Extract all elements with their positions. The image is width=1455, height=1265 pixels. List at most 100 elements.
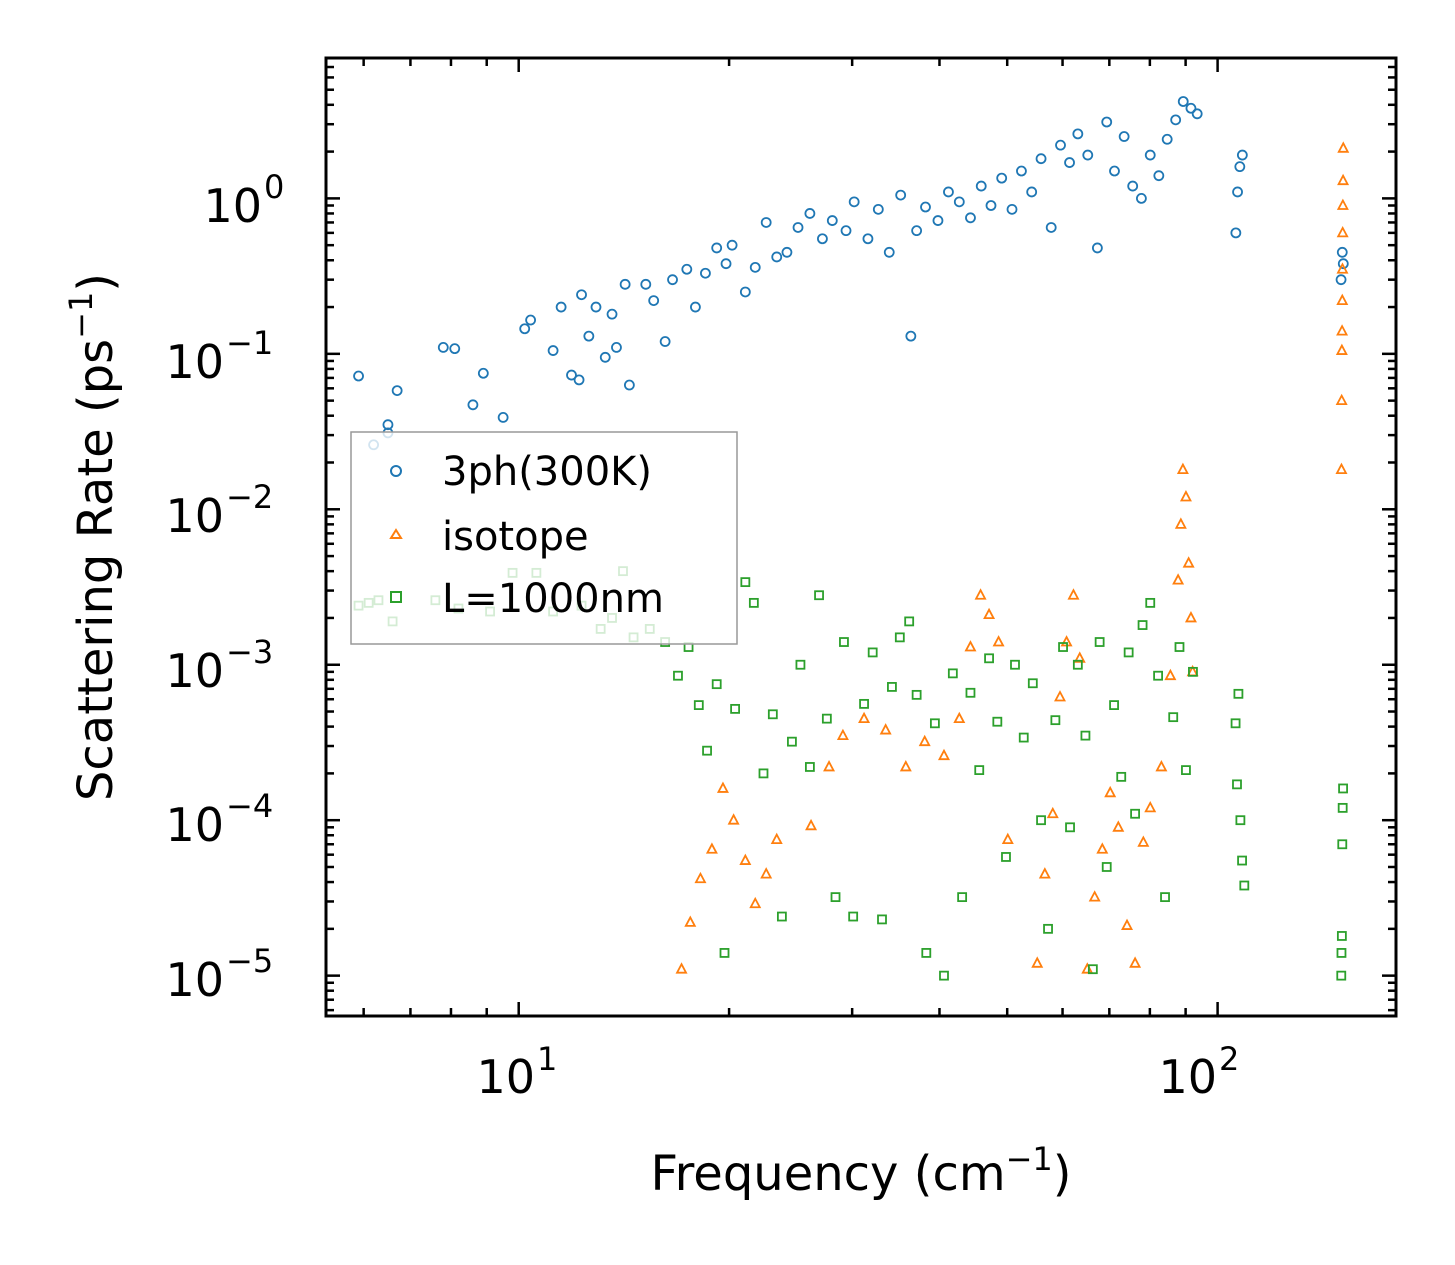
data-point-square — [1188, 666, 1198, 677]
data-point-circle — [895, 189, 907, 201]
data-point-square — [1233, 688, 1244, 699]
data-point-circle — [826, 215, 838, 226]
data-point-square — [859, 698, 869, 709]
data-point-square — [1336, 931, 1347, 941]
data-point-square — [1336, 948, 1347, 958]
data-point-circle — [920, 201, 931, 213]
data-point-circle — [648, 295, 660, 307]
data-point-square — [904, 616, 915, 627]
data-point-circle — [726, 239, 738, 251]
data-point-circle — [1118, 131, 1130, 142]
data-point-square — [1094, 637, 1105, 647]
data-point-circle — [840, 225, 852, 237]
data-point-triangle — [1174, 517, 1187, 529]
data-point-triangle — [1121, 918, 1134, 930]
data-point-triangle — [1336, 293, 1349, 306]
data-point-circle — [611, 342, 622, 353]
data-point-triangle — [992, 635, 1005, 647]
data-point-square — [748, 597, 759, 608]
data-point-square — [1239, 880, 1250, 891]
data-point-circle — [573, 374, 585, 386]
data-point-square — [1337, 839, 1348, 850]
data-point-circle — [817, 233, 828, 245]
data-point-square — [1338, 783, 1348, 794]
data-point-triangle — [1179, 490, 1192, 502]
data-point-circle — [1055, 139, 1066, 151]
data-point-square — [839, 637, 849, 647]
data-point-triangle — [964, 640, 977, 652]
data-point-triangle — [1088, 890, 1101, 902]
data-point-square — [1027, 678, 1038, 689]
data-point-circle — [771, 251, 783, 263]
data-point-square — [992, 716, 1003, 727]
data-point-square — [702, 745, 712, 756]
legend-box — [350, 431, 738, 645]
data-point-triangle — [675, 962, 688, 974]
data-point-circle — [985, 200, 997, 211]
data-point-circle — [640, 278, 652, 290]
data-point-triangle — [1184, 611, 1197, 623]
data-point-circle — [1161, 133, 1173, 145]
data-point-square — [673, 670, 683, 681]
data-point-circle — [943, 186, 954, 198]
data-point-triangle — [1182, 556, 1195, 568]
data-point-triangle — [918, 734, 931, 747]
data-point-circle — [975, 180, 987, 192]
data-point-circle — [1236, 149, 1248, 161]
data-point-square — [1010, 659, 1020, 670]
tick-layer — [326, 56, 1396, 1016]
data-point-circle — [711, 242, 723, 254]
data-point-circle — [1337, 258, 1349, 270]
data-point-circle — [391, 385, 403, 397]
data-point-circle — [700, 267, 711, 279]
data-point-triangle — [1176, 462, 1189, 475]
data-point-circle — [555, 301, 567, 313]
data-point-triangle — [716, 781, 729, 793]
data-point-triangle — [805, 818, 818, 831]
data-point-square — [974, 765, 985, 775]
data-point-circle — [599, 351, 611, 363]
data-point-square — [1018, 732, 1029, 743]
y-tick-label-1e-5-exp: −5 — [226, 942, 273, 980]
data-point-circle — [1045, 222, 1057, 233]
data-point-circle — [1185, 102, 1197, 114]
data-point-circle — [872, 203, 884, 215]
x-tick-label-10-exp: 1 — [537, 1040, 557, 1078]
data-point-circle — [1035, 153, 1047, 165]
data-point-circle — [1135, 192, 1147, 204]
data-point-square — [1123, 647, 1134, 658]
data-point-square — [887, 682, 897, 692]
data-point-square — [911, 689, 922, 700]
y-tick-label-1e-3-exp: −3 — [226, 633, 273, 671]
data-point-circle — [1232, 186, 1243, 198]
y-axis-title: Scattering Rate (ps−1) — [62, 273, 124, 801]
data-point-circle — [590, 301, 602, 313]
y-tick-label-1e-4-exp: −4 — [226, 787, 273, 825]
data-point-circle — [681, 263, 693, 275]
data-point-circle — [623, 379, 635, 391]
y-tick-label-1e0-exp: 0 — [264, 168, 284, 206]
data-point-circle — [911, 225, 923, 237]
data-point-circle — [1144, 149, 1156, 161]
data-point-circle — [467, 399, 479, 411]
x-axis-title: Frequency (cm−1) — [650, 1140, 1071, 1202]
x-tick-label-100-exp: 2 — [1219, 1040, 1239, 1078]
data-point-circle — [953, 196, 965, 208]
legend-marker-3ph — [390, 465, 402, 477]
data-point-square — [1337, 802, 1348, 813]
data-point-circle — [862, 233, 874, 245]
data-point-circle — [449, 343, 461, 355]
data-point-circle — [659, 336, 671, 347]
data-point-triangle — [1096, 842, 1109, 854]
data-point-square — [848, 911, 859, 922]
data-point-square — [776, 911, 787, 922]
data-point-triangle — [1038, 867, 1051, 879]
legend-label-boundary: L=1000nm — [442, 576, 664, 622]
data-point-triangle — [749, 896, 762, 909]
y-tick-label-1e-2: 10 — [165, 489, 224, 543]
data-point-circle — [690, 301, 701, 313]
data-point-square — [929, 718, 940, 729]
data-point-square — [921, 948, 932, 958]
data-point-triangle — [1144, 800, 1157, 813]
